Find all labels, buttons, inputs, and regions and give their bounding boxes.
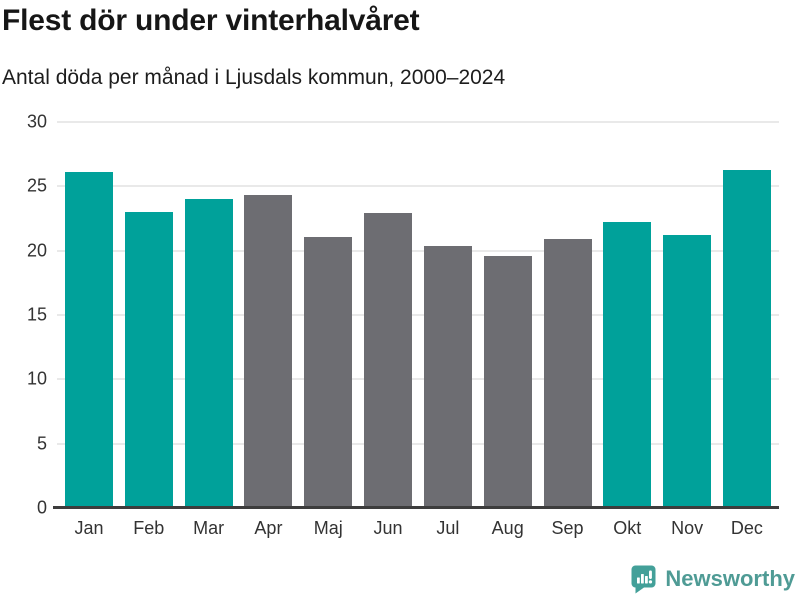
bar-jan	[65, 172, 113, 508]
gridline-y-5	[57, 442, 779, 445]
y-tick-label-10: 10	[26, 368, 47, 389]
y-tick-label-0: 0	[36, 497, 47, 518]
x-tick-label-mar: Mar	[193, 518, 225, 538]
x-tick-label-okt: Okt	[613, 518, 642, 538]
bar-mar	[184, 199, 233, 508]
bar-aug	[483, 255, 532, 508]
x-tick-label-jul: Jul	[436, 518, 460, 538]
gridline-y-25	[57, 185, 779, 188]
bar-feb	[124, 212, 173, 508]
y-tick-label-15: 15	[26, 304, 47, 325]
x-tick-label-apr: Apr	[254, 518, 283, 538]
chart-subtitle: Antal döda per månad i Ljusdals kommun, …	[2, 66, 506, 89]
x-tick-label-dec: Dec	[730, 518, 763, 538]
chart-title: Flest dör under vinterhalvåret	[2, 4, 420, 37]
bar-sep	[543, 239, 592, 508]
bar-maj	[304, 236, 353, 508]
x-tick-label-jan: Jan	[74, 518, 104, 538]
y-tick-label-30: 30	[26, 111, 47, 132]
bar-apr	[244, 195, 293, 508]
y-tick-label-25: 25	[26, 175, 47, 196]
newsworthy-logo[interactable]: Newsworthy	[629, 563, 795, 594]
plot-area	[53, 121, 779, 509]
x-tick-label-feb: Feb	[133, 518, 165, 538]
x-axis-tick-labels: Jan Feb Mar Apr Maj Jun Jul Aug Sep Okt Nov Dec	[65, 518, 771, 539]
y-axis-tick-labels: 0 5 10 15 20 25 30	[0, 112, 47, 518]
bar-jul	[423, 245, 472, 508]
x-tick-label-jun: Jun	[373, 518, 403, 538]
bar-dec	[722, 169, 771, 508]
y-tick-label-20: 20	[26, 240, 47, 261]
bars-layer	[65, 122, 771, 508]
newsworthy-brand-text: Newsworthy	[665, 565, 795, 591]
x-tick-label-sep: Sep	[551, 518, 584, 538]
newsworthy-speech-bubble-chart-icon	[629, 563, 658, 594]
bar-nov	[663, 235, 712, 508]
x-tick-label-maj: Maj	[313, 518, 343, 538]
gridline-y-15	[57, 314, 779, 316]
gridline-y-30	[57, 121, 779, 123]
bar-okt	[603, 222, 652, 508]
gridline-y-10	[57, 378, 779, 381]
x-tick-label-aug: Aug	[491, 518, 524, 538]
x-axis-baseline	[53, 506, 779, 509]
x-tick-label-nov: Nov	[671, 518, 704, 538]
gridline-y-20	[57, 249, 779, 252]
bar-jun	[364, 213, 413, 508]
y-tick-label-5: 5	[36, 433, 47, 454]
